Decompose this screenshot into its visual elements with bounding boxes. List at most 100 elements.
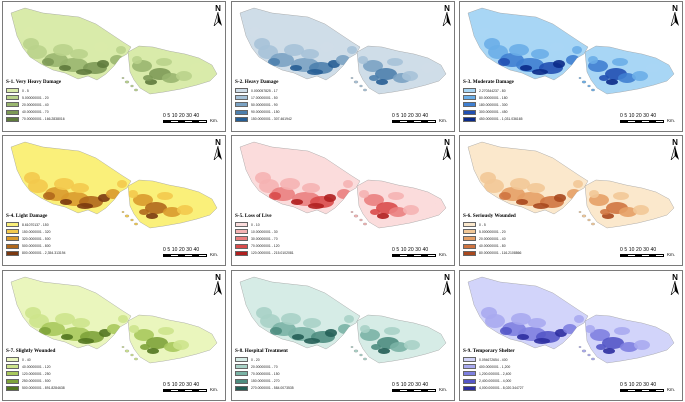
density-zone bbox=[612, 58, 628, 66]
scale-unit: Km. bbox=[210, 118, 219, 123]
legend-class-label: 1,200.000001 - 2,400 bbox=[479, 371, 512, 376]
density-zone bbox=[347, 46, 357, 54]
scale-ticks: 0 5 10 20 30 40 bbox=[620, 382, 657, 388]
density-zone bbox=[499, 192, 511, 200]
legend-class-label: 40.00000001 - 80 bbox=[479, 244, 506, 249]
density-zone bbox=[510, 178, 530, 190]
density-zone bbox=[363, 60, 383, 72]
density-zone bbox=[422, 197, 436, 207]
island bbox=[130, 84, 134, 88]
legend-row: 5.000000001 - 20 bbox=[6, 94, 156, 101]
scenario-title: S-2. Heavy Damage bbox=[235, 79, 279, 85]
density-zone bbox=[269, 192, 281, 200]
legend-row: 17.00000001 - 50 bbox=[235, 94, 385, 101]
density-zone bbox=[404, 340, 420, 350]
map-panel: N S-1. Very Heavy Damage 0 - 5 5.000000001 … bbox=[2, 1, 226, 132]
density-zone bbox=[554, 194, 566, 202]
density-zone bbox=[77, 203, 93, 209]
legend-row: 270.0000001 - 584.0073535 bbox=[235, 385, 385, 392]
density-zone bbox=[308, 203, 324, 209]
density-zone bbox=[251, 296, 263, 306]
map-legend: S-1. Very Heavy Damage 0 - 5 5.000000001 -… bbox=[6, 79, 156, 123]
island bbox=[350, 211, 354, 213]
density-zone bbox=[290, 65, 302, 71]
north-arrow-icon: N bbox=[441, 4, 453, 26]
density-zone bbox=[387, 58, 403, 66]
density-zone bbox=[146, 337, 168, 349]
legend-class-label: 500.0000001 - 800 bbox=[22, 244, 51, 249]
scale-unit: Km. bbox=[667, 387, 676, 392]
density-zone bbox=[370, 209, 380, 215]
legend-class-label: 0 - 5 bbox=[22, 88, 29, 93]
island bbox=[581, 349, 587, 353]
density-zone bbox=[139, 209, 149, 215]
density-zone bbox=[116, 46, 126, 54]
scale-unit: Km. bbox=[210, 387, 219, 392]
island bbox=[591, 357, 595, 361]
legend-row: 0 - 40 bbox=[6, 356, 156, 363]
legend-swatch bbox=[6, 236, 19, 242]
density-zone bbox=[620, 342, 638, 352]
legend-row: 150.0000001 - 320 bbox=[6, 228, 156, 235]
density-zone bbox=[378, 348, 390, 354]
legend-class-label: 70.00000001 - 166.2838016 bbox=[22, 117, 65, 122]
density-zone bbox=[97, 60, 109, 68]
density-zone bbox=[128, 190, 138, 198]
legend-swatch bbox=[235, 371, 248, 377]
legend-class-label: 0.094672654 - 400 bbox=[479, 357, 508, 362]
legend-swatch bbox=[6, 250, 19, 256]
density-zone bbox=[55, 313, 75, 325]
island bbox=[578, 346, 582, 348]
density-zone bbox=[25, 307, 41, 319]
density-zone bbox=[599, 75, 609, 81]
istanbul-map bbox=[239, 7, 447, 95]
north-arrow-icon: N bbox=[212, 273, 224, 295]
north-label: N bbox=[672, 138, 678, 147]
legend-row: 50.00000001 - 90 bbox=[235, 101, 385, 108]
density-zone bbox=[384, 327, 400, 335]
legend-swatch bbox=[463, 371, 476, 377]
density-zone bbox=[371, 344, 381, 350]
legend-class-label: 300.0000001 - 450 bbox=[479, 110, 508, 115]
legend-row: 20.00000001 - 40 bbox=[463, 235, 613, 242]
north-label: N bbox=[444, 138, 450, 147]
scale-bar: 0 5 10 20 30 40 Km. bbox=[620, 113, 682, 127]
density-zone bbox=[118, 315, 128, 323]
scale-bar-graphic bbox=[163, 389, 207, 392]
map-legend: S-3. Moderate Damage 2.270344237 - 80 80.0… bbox=[463, 79, 613, 123]
map-legend: S-9. Temporary Shelter 0.094672654 - 400 4… bbox=[463, 348, 613, 392]
scale-ticks: 0 5 10 20 30 40 bbox=[620, 247, 657, 253]
density-zone bbox=[20, 296, 32, 306]
density-zone bbox=[284, 44, 304, 56]
density-zone bbox=[567, 189, 581, 199]
legend-row: 500.0000001 - 891.8284638 bbox=[6, 385, 156, 392]
density-zone bbox=[190, 63, 204, 73]
scale-ticks: 0 5 10 20 30 40 bbox=[392, 113, 429, 119]
island bbox=[353, 80, 359, 84]
density-zone bbox=[646, 63, 660, 73]
density-zone bbox=[320, 42, 334, 52]
legend-swatch bbox=[235, 378, 248, 384]
scale-bar: 0 5 10 20 30 40 Km. bbox=[392, 247, 454, 261]
density-zone bbox=[533, 203, 549, 209]
legend-class-label: 450.0000001 - 1,031.036165 bbox=[479, 117, 523, 122]
density-zone bbox=[484, 38, 500, 50]
legend-swatch bbox=[463, 364, 476, 370]
density-zone bbox=[270, 327, 282, 335]
density-zone bbox=[343, 180, 353, 188]
density-zone bbox=[91, 311, 105, 321]
scale-bar: 0 5 10 20 30 40 Km. bbox=[620, 382, 682, 396]
density-zone bbox=[304, 338, 320, 344]
density-zone bbox=[602, 337, 624, 349]
legend-swatch bbox=[235, 236, 248, 242]
istanbul-map bbox=[239, 276, 447, 364]
north-arrow-icon: N bbox=[669, 273, 681, 295]
density-zone bbox=[613, 192, 629, 200]
density-zone bbox=[70, 49, 88, 59]
north-label: N bbox=[215, 4, 221, 13]
map-panel: N S-2. Heavy Damage 0.000057825 - 17 17.000… bbox=[231, 1, 455, 132]
legend-row: 30.00000001 - 70 bbox=[235, 235, 385, 242]
legend-swatch bbox=[6, 109, 19, 115]
scale-bar-graphic bbox=[392, 254, 436, 257]
north-arrow-icon: N bbox=[669, 138, 681, 160]
